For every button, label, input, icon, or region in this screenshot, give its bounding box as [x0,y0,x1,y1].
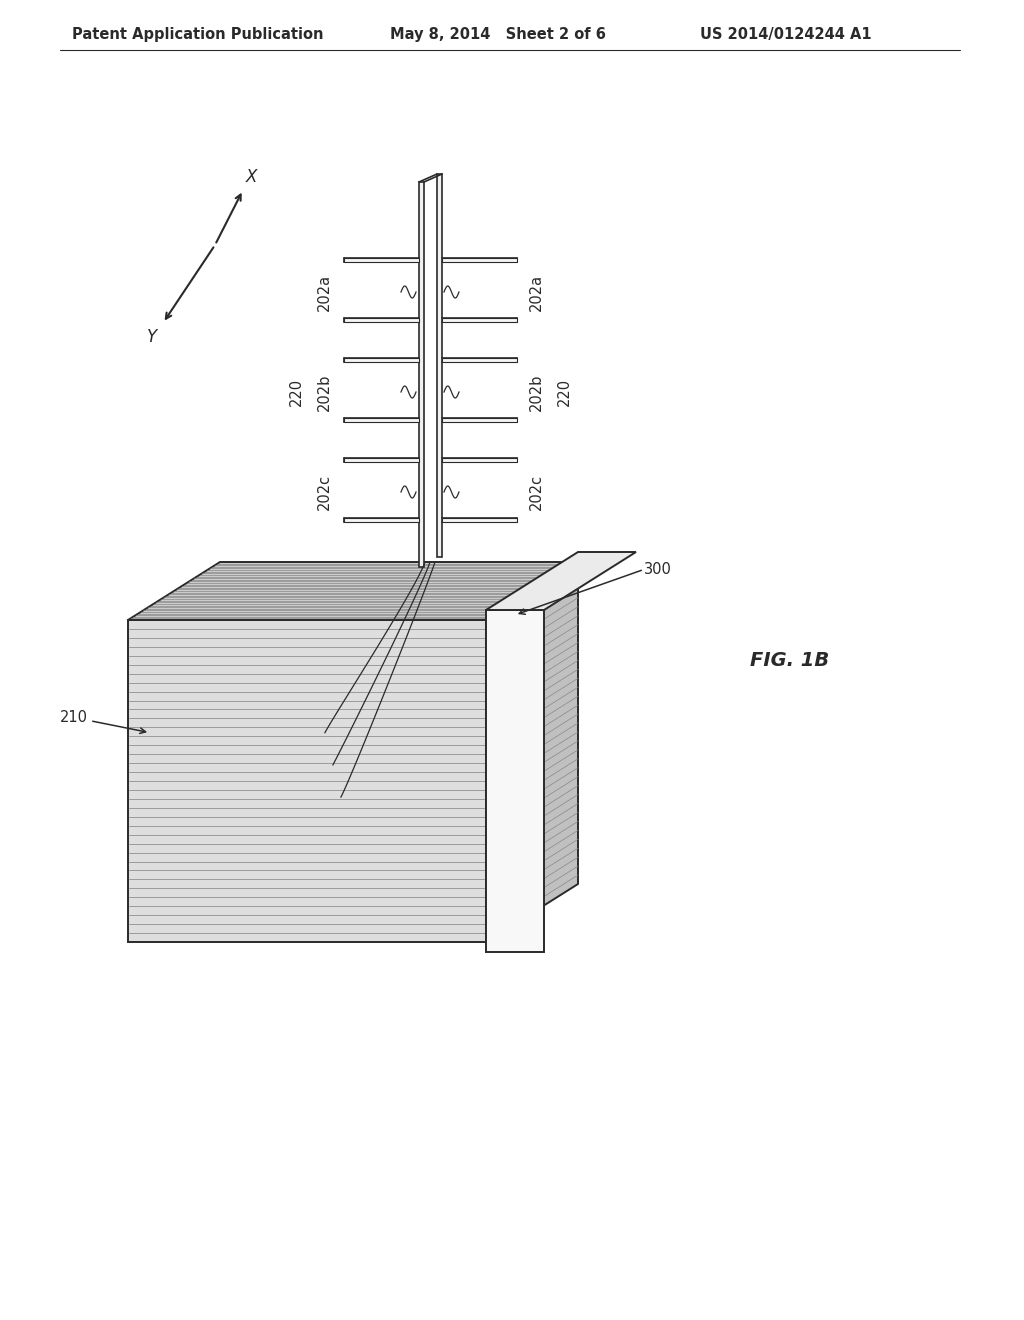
Text: X: X [246,168,257,186]
Polygon shape [128,562,578,620]
Polygon shape [442,318,517,322]
Polygon shape [419,182,424,568]
Polygon shape [437,174,442,557]
Polygon shape [442,257,517,261]
Polygon shape [486,562,578,942]
Polygon shape [442,517,517,521]
Text: 220: 220 [556,378,571,407]
Polygon shape [344,318,419,322]
Text: 202c: 202c [316,474,332,510]
Polygon shape [442,458,517,462]
Polygon shape [344,358,419,362]
Polygon shape [344,517,419,521]
Text: May 8, 2014   Sheet 2 of 6: May 8, 2014 Sheet 2 of 6 [390,28,606,42]
Text: US 2014/0124244 A1: US 2014/0124244 A1 [700,28,871,42]
Polygon shape [442,418,517,422]
Polygon shape [442,358,517,362]
Text: Patent Application Publication: Patent Application Publication [72,28,324,42]
Polygon shape [486,552,636,610]
Polygon shape [486,610,544,952]
Polygon shape [344,458,419,462]
Polygon shape [344,257,419,261]
Text: 202c: 202c [528,474,544,510]
Text: 300: 300 [644,562,672,577]
Text: 220: 220 [289,378,303,407]
Text: 210: 210 [60,710,88,725]
Text: Y: Y [146,327,157,346]
Text: 202a: 202a [316,273,332,310]
Text: FIG. 1B: FIG. 1B [751,651,829,669]
Text: 202a: 202a [528,273,544,310]
Text: 202b: 202b [316,374,332,411]
Polygon shape [128,620,486,942]
Polygon shape [344,418,419,422]
Text: 202b: 202b [528,374,544,411]
